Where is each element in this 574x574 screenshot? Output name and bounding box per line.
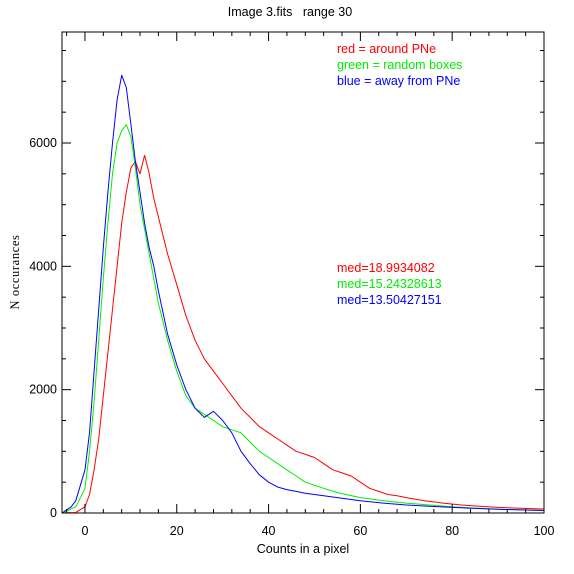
x-axis: 0 20 40 60 80 100	[66, 32, 555, 538]
y-axis: 0 2000 4000 6000	[29, 50, 544, 520]
y-tick-label: 6000	[29, 136, 57, 150]
median-label: med=13.50427151	[337, 293, 442, 307]
series-line-0	[61, 154, 545, 514]
median-label: med=15.24328613	[337, 277, 442, 291]
y-tick-label: 0	[50, 506, 57, 520]
series-line-2	[61, 74, 545, 514]
series-layer	[61, 74, 545, 514]
legend-entry: green = random boxes	[337, 58, 462, 72]
plot-frame	[61, 31, 545, 514]
y-axis-label: N occurances	[8, 235, 22, 310]
median-annotations: med=18.9934082 med=15.24328613 med=13.5042…	[337, 261, 442, 307]
legend-entry: blue = away from PNe	[337, 74, 460, 88]
median-label: med=18.9934082	[337, 261, 435, 275]
series-line-1	[61, 124, 545, 514]
x-tick-label: 100	[534, 524, 555, 538]
x-tick-label: 0	[81, 524, 88, 538]
legend-entry: red = around PNe	[337, 42, 436, 56]
x-tick-label: 20	[170, 524, 184, 538]
x-axis-label: Counts in a pixel	[257, 542, 349, 556]
chart-title: Image 3.fits range 30	[228, 5, 352, 19]
y-tick-label: 4000	[29, 259, 57, 273]
x-tick-label: 80	[445, 524, 459, 538]
legend: red = around PNe green = random boxes blue…	[337, 42, 462, 88]
x-tick-label: 40	[262, 524, 276, 538]
y-tick-label: 2000	[29, 383, 57, 397]
x-tick-label: 60	[353, 524, 367, 538]
